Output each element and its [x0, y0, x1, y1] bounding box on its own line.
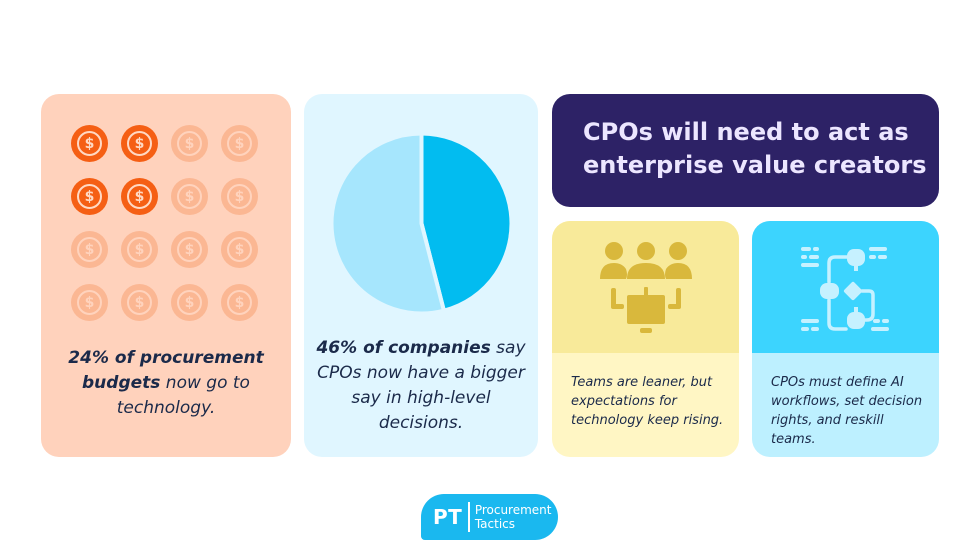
budget-stat-text: 24% of procurement budgets now go to tec… [51, 346, 281, 421]
dollar-coin-icon: $ [71, 231, 108, 268]
dollar-coin-icon: $ [221, 284, 258, 321]
workflow-icon [800, 247, 889, 331]
ai-card-text: CPOs must define AI workflows, set decis… [771, 375, 923, 447]
dollar-coin-icon: $ [71, 284, 108, 321]
ai-card-icon-area [752, 221, 939, 353]
logo-line-2: Tactics [474, 517, 515, 531]
dollar-coin-icon: $ [221, 231, 258, 268]
dollar-coin-icon: $ [71, 178, 108, 215]
pie-stat-card: 46% of companies say CPOs now have a big… [304, 94, 538, 457]
pie-chart [329, 131, 514, 316]
headline-text: CPOs will need to act as enterprise valu… [583, 116, 929, 182]
teams-card-icon-area [552, 221, 739, 353]
dollar-coin-icon: $ [121, 178, 158, 215]
pie-stat-text: 46% of companies say CPOs now have a big… [312, 336, 530, 436]
team-monitor-icon [599, 242, 692, 333]
pie-slice-1 [329, 131, 446, 316]
headline-line-1: CPOs will need to act as [583, 118, 909, 146]
dollar-coin-icon: $ [171, 284, 208, 321]
teams-card: Teams are leaner, but expectations for t… [552, 221, 739, 457]
dollar-coin-icon: $ [121, 231, 158, 268]
dollar-coin-icon: $ [121, 284, 158, 321]
pie-slice-0 [419, 131, 514, 313]
dollar-coin-icon: $ [171, 178, 208, 215]
headline-card: CPOs will need to act as enterprise valu… [552, 94, 939, 207]
procurement-tactics-logo: PT Procurement Tactics [421, 494, 558, 540]
coin-grid: $ $ $ $ $ $ $ $ $ $ $ $ $ $ $ $ [71, 125, 258, 321]
dollar-coin-icon: $ [221, 125, 258, 162]
logo-divider [468, 502, 470, 532]
logo-line-1: Procurement [474, 503, 552, 517]
teams-card-text: Teams are leaner, but expectations for t… [571, 375, 724, 428]
logo-mark: PT [433, 505, 463, 529]
headline-line-2: enterprise value creators [583, 151, 927, 179]
pie-stat-bold: 46% of companies [316, 338, 491, 358]
budget-stat-bold: 24% of procurement budgets [68, 348, 264, 393]
dollar-coin-icon: $ [71, 125, 108, 162]
dollar-coin-icon: $ [121, 125, 158, 162]
logo-wordmark: Procurement Tactics [475, 503, 552, 531]
dollar-coin-icon: $ [171, 125, 208, 162]
budget-stat-rest: now go to technology. [116, 373, 250, 418]
pie-stat-rest: say CPOs now have a bigger say in high-l… [317, 338, 526, 433]
dollar-coin-icon: $ [171, 231, 208, 268]
dollar-coin-icon: $ [221, 178, 258, 215]
ai-workflow-card: CPOs must define AI workflows, set decis… [752, 221, 939, 457]
budget-stat-card: $ $ $ $ $ $ $ $ $ $ $ $ $ $ $ $ 24% of procurement budg… [41, 94, 291, 457]
